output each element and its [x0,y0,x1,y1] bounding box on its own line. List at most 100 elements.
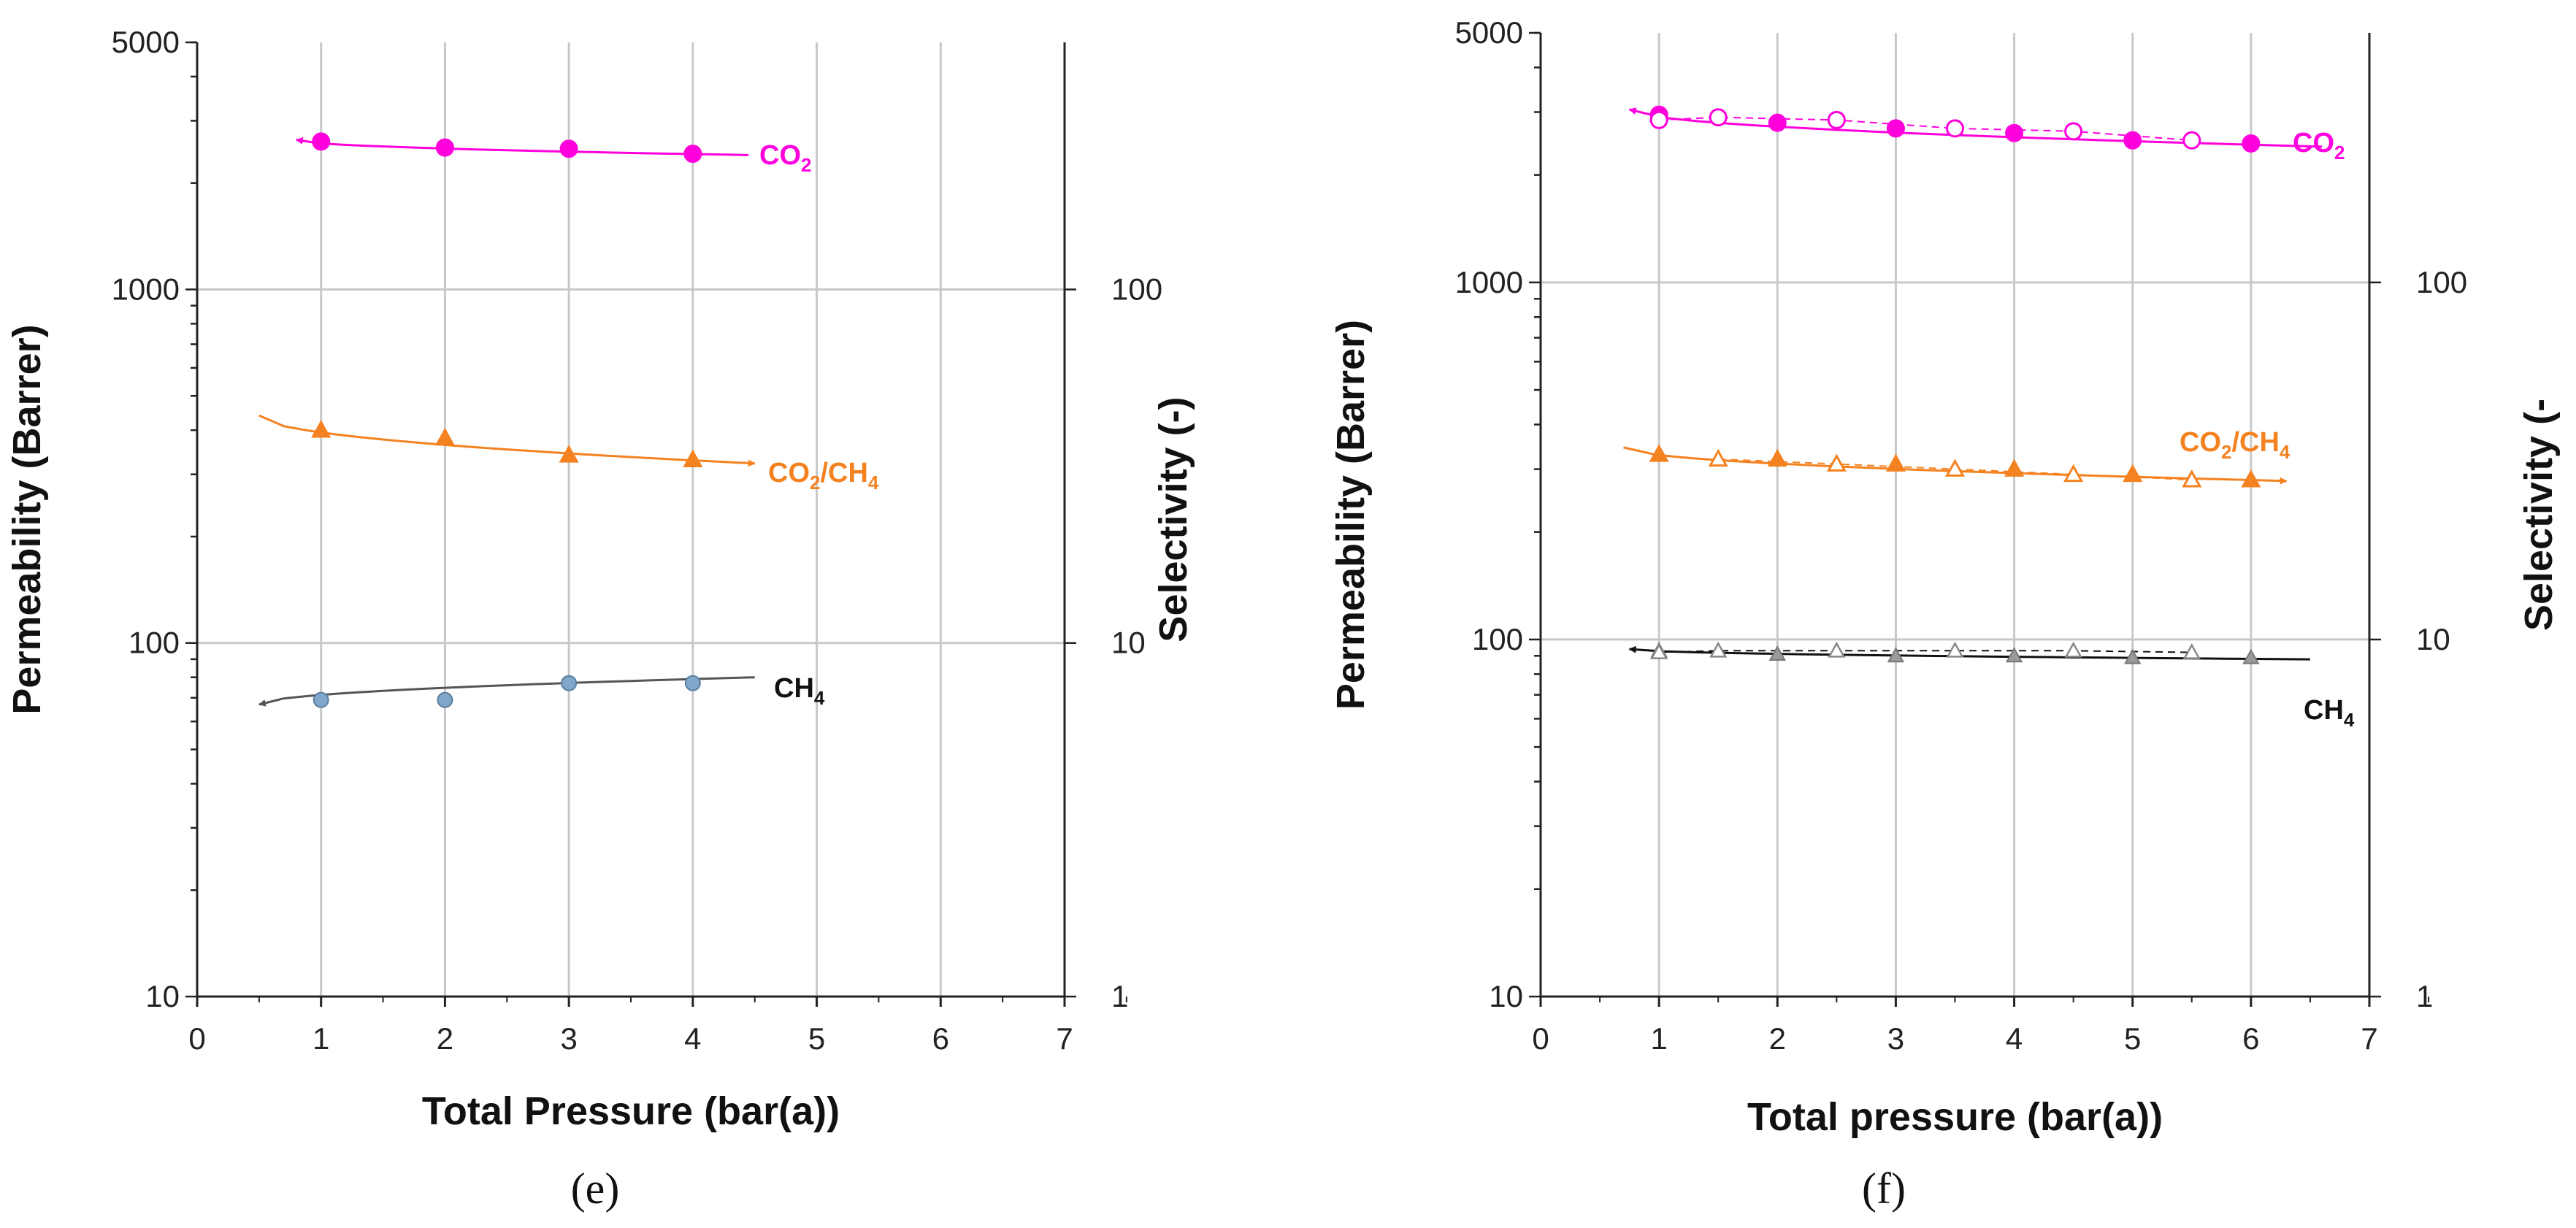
data-point [1767,448,1787,467]
data-point [2242,648,2260,664]
y2-tick-label: 100 [2416,265,2467,299]
series-dashed-line [1659,116,2192,142]
x-axis-title: Total pressure (bar(a)) [1747,1095,2163,1139]
data-point [1827,110,1846,129]
chart-panel-f: 0 1 2 3 4 5 6 7 10 100 1000 5000 1 10 100 Total pressur… [1329,15,2561,1213]
series-fit-line [295,137,749,156]
x-tick-label: 6 [932,1021,949,1056]
series-label-main: CO [2293,128,2334,158]
y-tick-label: 100 [129,626,180,660]
series-label-main: CO [768,458,810,488]
series-label-tail: /CH [820,458,867,488]
y2-axis-title: Selectivity (-) [1151,396,1195,642]
x-tick-label: 2 [1769,1021,1786,1056]
data-point [559,445,579,463]
y-tick-label: 10 [145,979,180,1013]
x-tick-label: 1 [1650,1021,1667,1056]
y2-tick-label: 10 [1111,626,1146,660]
data-point [684,675,701,691]
data-point [683,145,702,164]
data-point [683,449,703,467]
y2-axis-title: Selectivity (- [2517,399,2561,631]
series-label: CO2 [759,140,811,176]
series-label-subscript: 2 [810,472,820,494]
x-tick-label: 3 [560,1021,577,1056]
y-tick-label: 100 [1472,622,1523,656]
data-point [1887,647,1905,663]
x-tick-label: 7 [1056,1021,1073,1056]
data-point [313,691,329,708]
data-point [2123,464,2143,483]
y-tick-label: 10 [1489,979,1523,1013]
x-tick-label: 0 [188,1021,205,1056]
series-label-subscript: 4 [2280,441,2291,463]
data-point [1828,641,1846,658]
series-fit-line [258,414,756,467]
data-point [2064,122,2083,141]
x-tick-label: 7 [2361,1021,2377,1056]
series-label-subscript: 2 [2334,142,2345,164]
y-tick-label: 5000 [112,25,180,59]
y2-tick-label: 1 [1111,979,1128,1013]
data-point [2004,458,2025,477]
x-tick-label: 3 [1887,1021,1904,1056]
y2-tick-label: 100 [1111,272,1162,306]
panel-label: (e) [571,1164,620,1213]
series-label: CO2/CH4 [2180,427,2291,463]
data-point [1886,119,1905,138]
x-tick-label: 2 [437,1021,453,1056]
data-point [1768,113,1787,132]
series-label: CO2 [2293,128,2345,164]
series-label-subscript: 4 [868,472,879,494]
series-fit-line [258,676,755,707]
y-tick-label: 1000 [1455,265,1523,299]
x-axis-title: Total Pressure (bar(a)) [422,1089,840,1133]
data-point [2124,648,2142,664]
x-tick-label: 5 [2124,1021,2141,1056]
y-tick-label: 5000 [1455,15,1523,50]
x-tick-label: 6 [2242,1021,2259,1056]
data-point [2182,131,2201,150]
x-tick-label: 1 [313,1021,329,1056]
series-label-subscript: 2 [2221,441,2231,463]
chart-panel-e: 0 1 2 3 4 5 6 7 10 100 1000 5000 1 10 100 Total Pressur… [5,25,1195,1213]
panel-label: (f) [1862,1164,1906,1213]
x-tick-label: 4 [2006,1021,2023,1056]
data-point [2241,469,2261,488]
series-label-main: CO [759,140,801,171]
data-point [1649,110,1668,129]
data-point [2063,464,2084,483]
data-point [1768,645,1786,661]
data-point [435,138,454,157]
data-point [437,691,453,708]
y2-tick-label: 10 [2416,622,2450,656]
data-point [2005,647,2023,663]
series-label-subscript: 4 [814,687,825,709]
y-tick-label: 1000 [112,272,180,306]
x-tick-label: 0 [1532,1021,1549,1056]
data-point [2064,641,2082,658]
data-point [1826,453,1847,472]
data-point [2123,131,2142,150]
data-point [2005,123,2024,142]
data-point [1885,453,1906,472]
data-point [561,675,578,691]
x-tick-label: 5 [808,1021,825,1056]
data-point [311,420,331,438]
series-label-subscript: 2 [801,154,811,176]
data-point [1944,458,1966,477]
data-point [1649,444,1669,462]
series-fit-line [1628,107,2323,148]
series-label-subscript: 4 [2344,709,2355,731]
y2-tick-label: 1 [2416,979,2433,1013]
series-label-main: CO [2180,427,2221,458]
y-axis-title: Permeability (Barrer) [1329,320,1373,710]
series-label-main: CH [2304,695,2344,726]
series-label-tail: /CH [2231,427,2279,458]
data-point [1946,119,1964,138]
data-point [1709,641,1728,658]
data-point [1946,641,1964,658]
x-tick-label: 4 [684,1021,701,1056]
series-label: CH4 [2304,695,2355,731]
